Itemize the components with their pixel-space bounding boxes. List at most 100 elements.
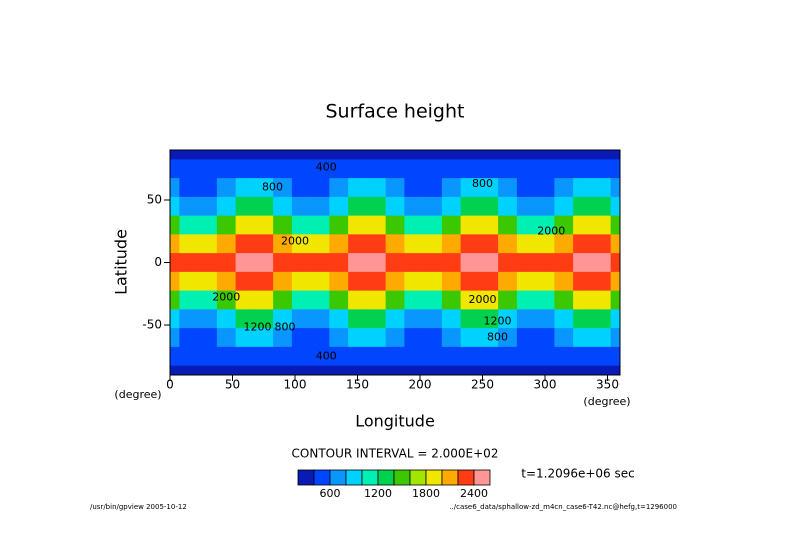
field-cell [554,309,574,329]
colorbar-box [361,469,379,486]
field-cell [348,290,368,310]
field-cell [235,290,255,310]
field-cell [591,196,612,217]
field-cell [516,309,537,329]
field-cell [235,365,255,375]
field-cell [591,159,612,179]
field-cell [254,196,274,217]
field-cell [535,253,555,273]
colorbar-tick-label: 1200 [364,487,392,500]
field-cell [404,196,424,217]
field-cell [479,215,499,235]
field-cell [254,150,274,160]
field-cell [610,234,620,254]
colorbar-box [409,469,427,486]
x-tick-label: 150 [346,378,369,392]
field-cell [498,215,518,235]
field-cell [170,365,180,375]
field-cell [479,196,499,217]
field-cell [610,271,620,292]
field-cell [235,309,255,329]
field-cell [366,150,387,160]
contour-label: 400 [316,161,337,174]
field-cell [329,253,349,273]
field-cell [423,346,443,367]
field-cell [254,365,274,375]
field-cell [460,196,480,217]
field-cell [254,328,274,348]
field-cell [441,150,462,160]
field-cell [554,365,574,375]
field-cell [423,309,443,329]
field-cell [273,234,293,254]
field-cell [385,150,405,160]
field-cell [441,346,462,367]
field-cell [216,234,237,254]
field-cell [498,309,518,329]
field-cell [366,290,387,310]
field-cell [573,150,593,160]
field-cell [310,178,330,198]
field-cell [216,178,237,198]
field-cell [479,159,499,179]
field-cell [170,196,180,217]
field-cell [479,178,499,198]
colorbar-box [457,469,475,486]
field-cell [329,215,349,235]
field-cell [610,309,620,329]
field-cell [554,178,574,198]
colorbar-box [473,469,491,486]
field-cell [310,253,330,273]
field-cell [554,290,574,310]
field-cell [366,271,387,292]
field-cell [329,178,349,198]
field-cell [170,253,180,273]
field-cell [179,196,199,217]
field-cell [179,346,199,367]
x-tick-label: 250 [471,378,494,392]
colorbar-box [377,469,395,486]
field-cell [291,309,312,329]
field-cell [423,328,443,348]
field-cell [460,290,480,310]
field-cell [404,290,424,310]
field-cell [348,253,368,273]
contour-label: 400 [316,349,337,362]
field-cell [460,234,480,254]
field-cell [254,309,274,329]
contour-label: 2000 [469,293,497,306]
field-cell [273,365,293,375]
field-cell [441,365,462,375]
contour-interval: CONTOUR INTERVAL = 2.000E+02 [292,447,499,461]
field-cell [310,234,330,254]
field-cell [460,150,480,160]
field-cell [610,253,620,273]
field-cell [179,150,199,160]
colorbar-box [425,469,443,486]
field-cell [516,328,537,348]
field-cell [516,271,537,292]
field-cell [498,365,518,375]
field-cell [535,178,555,198]
field-cell [591,234,612,254]
field-cell [554,234,574,254]
x-tick-label: 50 [225,378,240,392]
field-cell [291,178,312,198]
contour-label: 800 [487,331,508,344]
y-unit: (degree) [114,388,161,401]
field-cell [291,150,312,160]
field-cell [348,178,368,198]
field-cell [591,365,612,375]
field-cell [610,196,620,217]
field-cell [591,178,612,198]
field-cell [535,159,555,179]
field-cell [479,253,499,273]
field-cell [385,365,405,375]
field-cell [273,215,293,235]
field-cell [291,215,312,235]
field-cell [291,196,312,217]
field-cell [591,253,612,273]
field-cell [498,234,518,254]
field-cell [591,290,612,310]
field-cell [441,290,462,310]
